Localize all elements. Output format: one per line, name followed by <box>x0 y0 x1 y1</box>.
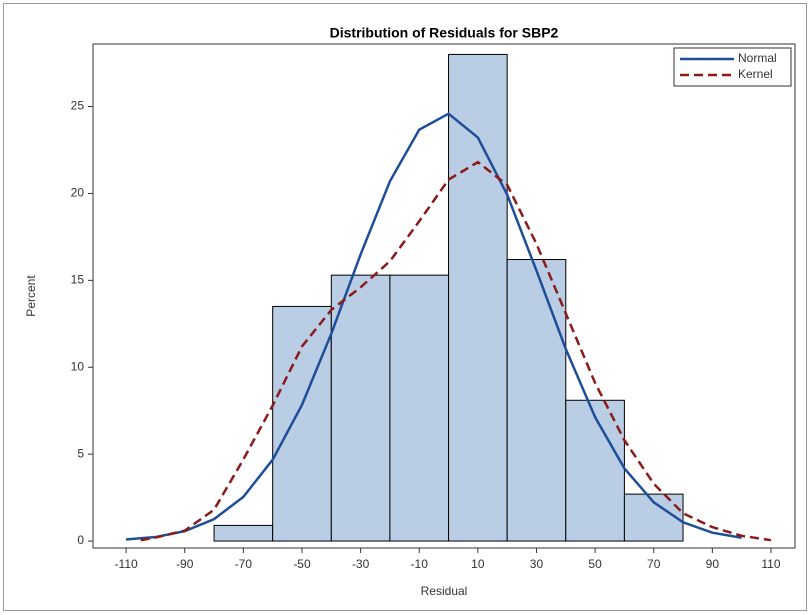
y-tick-label: 5 <box>77 446 84 460</box>
chart-border <box>3 3 807 611</box>
x-tick-label: -90 <box>176 557 194 571</box>
x-tick-label: 30 <box>530 557 544 571</box>
bar <box>330 274 391 542</box>
x-tick-label: -70 <box>235 557 253 571</box>
x-tick-label: 110 <box>761 557 780 571</box>
legend-box <box>673 47 792 87</box>
y-tick-label: 20 <box>71 186 85 200</box>
x-tick-label: -50 <box>293 557 311 571</box>
chart-title: Distribution of Residuals for SBP2 <box>330 25 559 41</box>
x-tick-label: 10 <box>471 557 485 571</box>
y-tick-label: 25 <box>71 99 85 113</box>
x-tick-label: 70 <box>647 557 661 571</box>
x-tick-label: -10 <box>411 557 429 571</box>
density-curve <box>140 160 772 542</box>
bar <box>389 274 450 542</box>
density-curve <box>126 112 742 541</box>
bar <box>448 53 508 542</box>
x-tick-label: -110 <box>115 557 138 571</box>
bar <box>506 259 567 542</box>
x-tick-label: -30 <box>352 557 370 571</box>
bar <box>565 399 625 542</box>
legend-label: Normal <box>738 51 777 65</box>
y-tick-label: 0 <box>77 533 84 547</box>
plot-frame <box>92 43 796 549</box>
x-tick-label: 50 <box>588 557 602 571</box>
y-axis-label: Percent <box>24 275 38 317</box>
y-tick-label: 10 <box>71 359 85 373</box>
x-axis-label: Residual <box>421 584 468 598</box>
x-tick-label: 90 <box>706 557 720 571</box>
y-tick-label: 15 <box>71 273 85 287</box>
legend-label: Kernel <box>738 67 773 81</box>
bar <box>272 305 332 542</box>
bar <box>213 524 274 542</box>
